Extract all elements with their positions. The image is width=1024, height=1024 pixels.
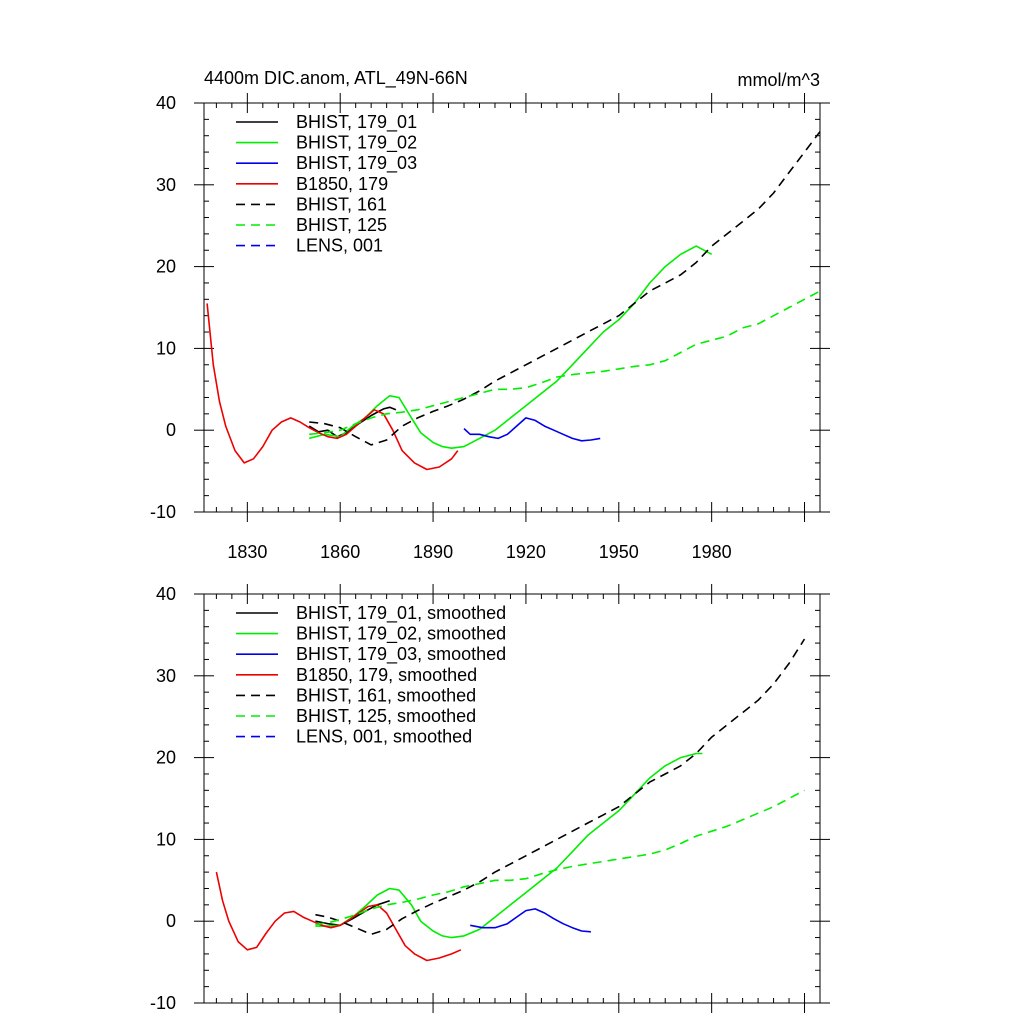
legend-label: LENS, 001 [296,236,383,256]
legend-label: BHIST, 179_03 [296,153,417,174]
series-line [309,290,821,436]
y-tick-label: 30 [156,666,176,686]
legend-label: BHIST, 125 [296,215,387,235]
y-tick-label: -10 [150,502,176,522]
top-panel: 4400m DIC.anom, ATL_49N-66N mmol/m^3 183… [150,68,830,562]
chart-title: 4400m DIC.anom, ATL_49N-66N [204,68,468,89]
x-tick-label: 1860 [320,542,360,562]
y-tick-label: -10 [150,993,176,1013]
series-line [215,871,462,962]
bottom-axes: -10 0 10 20 30 40 [150,584,830,1013]
x-tick-label: 1950 [599,542,639,562]
x-tick-label: 1830 [227,542,267,562]
series-line [470,908,591,933]
plot-frame [203,593,821,1004]
series-line [308,406,397,438]
legend-label: BHIST, 179_03, smoothed [296,644,506,665]
legend-label: B1850, 179 [296,174,388,194]
top-series-lines [206,131,821,471]
x-tick-label: 1980 [692,542,732,562]
x-tick-label: 1890 [413,542,453,562]
y-tick-label: 40 [156,93,176,113]
y-tick-label: 30 [156,175,176,195]
y-tick-label: 20 [156,748,176,768]
series-line [463,417,601,442]
legend-label: BHIST, 179_01 [296,112,417,133]
series-line [315,900,390,927]
top-axes: 1830 1860 1890 1920 1950 1980 -10 0 10 20 30 40 [150,93,830,562]
series-line [206,303,459,471]
plot-frame [203,102,821,513]
series-line [308,245,713,450]
legend-label: BHIST, 161 [296,194,387,214]
bottom-series-lines [215,638,806,962]
y-tick-label: 20 [156,257,176,277]
legend-label: BHIST, 179_02, smoothed [296,624,506,645]
legend-label: LENS, 001, smoothed [296,727,472,747]
legend-label: BHIST, 125, smoothed [296,706,476,726]
x-tick-label: 1920 [506,542,546,562]
chart-units: mmol/m^3 [738,70,820,90]
legend-label: B1850, 179, smoothed [296,665,477,685]
y-tick-label: 0 [166,911,176,931]
legend-label: BHIST, 179_01, smoothed [296,603,506,624]
series-line [315,638,806,936]
legend-label: BHIST, 179_02 [296,133,417,154]
series-line [309,131,821,446]
legend-label: BHIST, 161, smoothed [296,685,476,705]
series-line [315,789,805,926]
y-tick-label: 10 [156,338,176,358]
y-tick-label: 40 [156,584,176,604]
y-tick-label: 10 [156,829,176,849]
series-line [315,752,703,939]
y-tick-label: 0 [166,420,176,440]
